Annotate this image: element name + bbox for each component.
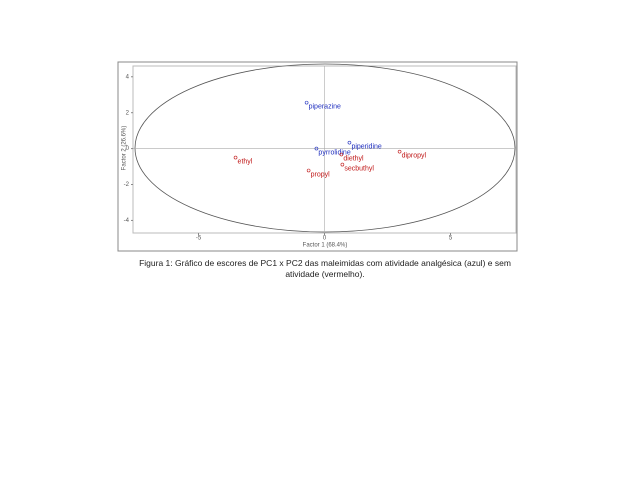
point-label: piperidine <box>351 144 381 151</box>
y-tick-label: 0 <box>126 146 130 152</box>
point <box>314 146 319 151</box>
point <box>347 140 352 145</box>
x-axis-label: Factor 1 (68.4%) <box>303 243 348 249</box>
y-tick-label: -2 <box>124 182 130 188</box>
figure-caption: Figura 1: Gráfico de escores de PC1 x PC… <box>139 258 511 279</box>
point-label: diethyl <box>343 155 364 162</box>
point-label: piperazine <box>309 103 341 110</box>
point <box>233 155 238 160</box>
point-label: dipropyl <box>402 152 427 159</box>
plot-frame <box>117 61 518 252</box>
point-label: pyrrolidine <box>318 149 350 156</box>
y-tick-label: 2 <box>126 110 130 116</box>
point <box>304 100 309 105</box>
x-tick-label: 5 <box>449 236 453 242</box>
point-label: ethyl <box>238 158 253 165</box>
point <box>306 168 311 173</box>
y-tick-label: 4 <box>126 74 130 80</box>
point <box>339 152 344 157</box>
confidence-ellipse <box>134 63 516 233</box>
point-label: propyl <box>311 171 331 178</box>
point-label: secbuthyl <box>344 165 374 172</box>
y-tick-label: -4 <box>124 218 130 224</box>
point <box>397 149 402 154</box>
y-axis-label: Factor 2 (26.6%) <box>122 126 128 171</box>
point <box>340 162 345 167</box>
x-tick-label: -5 <box>196 236 202 242</box>
x-tick-label: 0 <box>323 236 327 242</box>
